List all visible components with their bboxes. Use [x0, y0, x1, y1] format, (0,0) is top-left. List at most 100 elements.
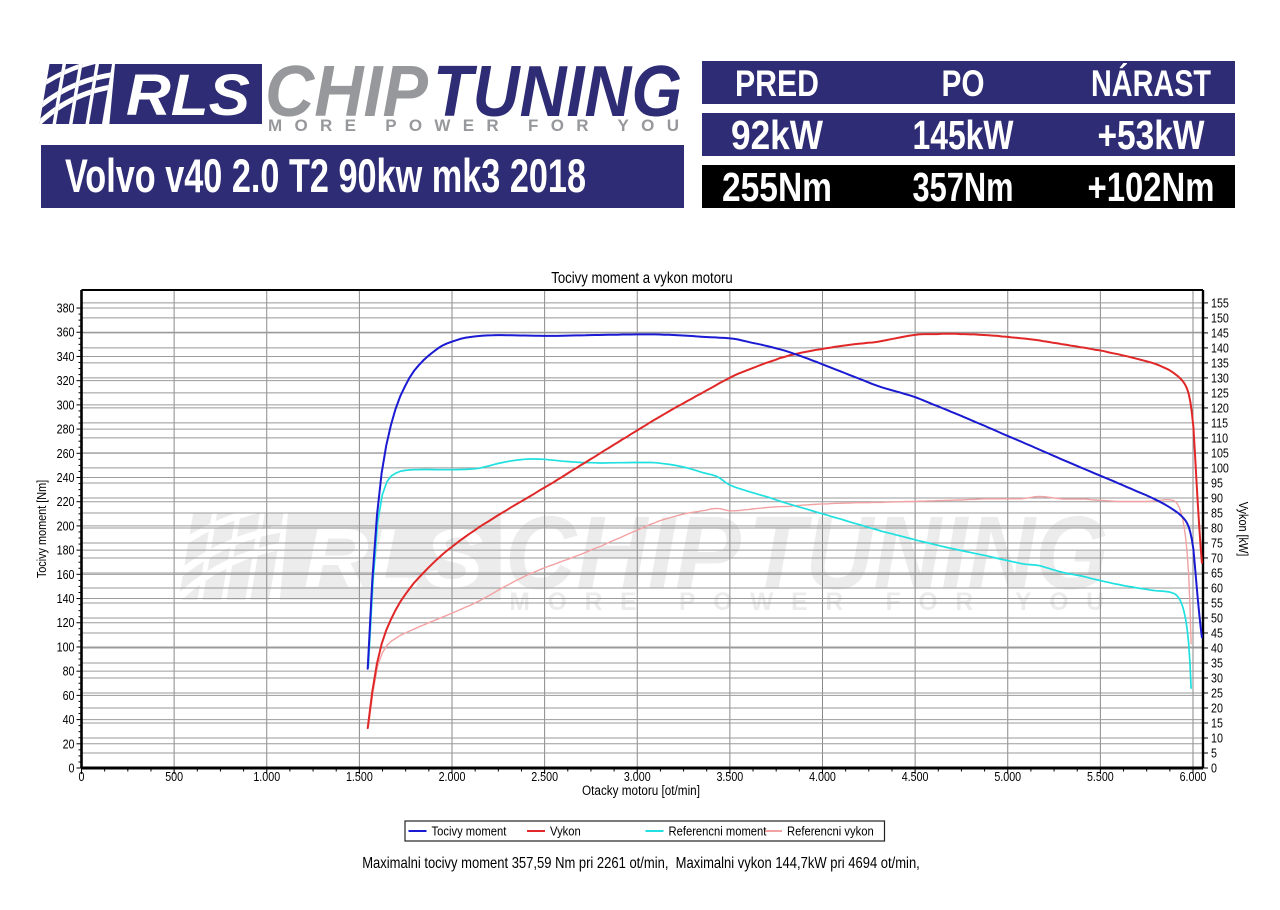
legend-label-2: Vykon [550, 824, 581, 839]
y-right-tick-label: 40 [1211, 642, 1223, 656]
y-left-tick-label: 140 [57, 592, 75, 606]
x-tick-label: 1.000 [253, 770, 280, 784]
y-right-tick-label: 85 [1211, 507, 1223, 521]
x-tick-label: 3.000 [624, 770, 651, 784]
y-right-tick-label: 35 [1211, 657, 1223, 671]
plot-border [80, 289, 1205, 770]
results-value-cell: 145kW [913, 113, 1014, 156]
y-left-tick-label: 260 [57, 447, 75, 461]
y-left-tick-label: 40 [63, 713, 75, 727]
y-right-tick-label: 65 [1211, 567, 1223, 581]
legend-label-4: Referencni vykon [787, 824, 874, 839]
y-right-tick-label: 30 [1211, 672, 1223, 686]
y-left-tick-label: 100 [57, 641, 75, 655]
y-left-tick-label: 20 [63, 738, 75, 752]
y-right-tick-label: 130 [1211, 372, 1229, 386]
x-tick-label: 0 [79, 770, 85, 784]
x-tick-label: 2.000 [439, 770, 466, 784]
y-right-tick-label: 20 [1211, 702, 1223, 716]
y-right-axis-label: Vykon [kW] [1236, 502, 1251, 557]
y-right-tick-label: 55 [1211, 597, 1223, 611]
results-row: 92kW 145kW +53kW [702, 112, 1235, 158]
x-tick-label: 3.500 [716, 770, 743, 784]
x-axis-label: Otacky motoru [ot/min] [582, 782, 700, 798]
y-right-tick-label: 115 [1211, 417, 1229, 431]
y-left-tick-label: 0 [69, 762, 75, 776]
vehicle-title: Volvo v40 2.0 T2 90kw mk3 2018 [65, 149, 586, 202]
y-right-tick-label: 60 [1211, 582, 1223, 596]
y-right-tick-label: 5 [1211, 747, 1217, 761]
curve-vykon [366, 332, 1203, 730]
y-right-tick-label: 110 [1211, 432, 1229, 446]
y-right-tick-label: 95 [1211, 477, 1223, 491]
results-header-cell: PRED [735, 63, 819, 104]
curve-referencni-vykon [367, 495, 1192, 729]
y-right-tick-label: 150 [1211, 312, 1229, 326]
curve-tocivy-moment [366, 333, 1203, 670]
y-left-tick-label: 280 [57, 423, 75, 437]
y-right-tick-label: 140 [1211, 342, 1229, 356]
legend-label-1: Tocivy moment [432, 824, 507, 839]
y-right-tick-label: 75 [1211, 537, 1223, 551]
y-right-tick-label: 25 [1211, 687, 1223, 701]
x-tick-label: 4.000 [809, 770, 836, 784]
y-right-tick-label: 0 [1211, 762, 1217, 776]
legend [404, 820, 886, 842]
results-value-cell: 357Nm [913, 165, 1014, 208]
chart-canvas: 0204060801001201401601802002202402602803… [34, 270, 1251, 905]
results-row: 255Nm 357Nm +102Nm [702, 164, 1235, 210]
watermark-logo [77, 495, 1108, 905]
y-left-tick-label: 360 [57, 326, 75, 340]
chart-footnote: Maximalni tocivy moment 357,59 Nm pri 22… [362, 855, 920, 872]
y-right-tick-label: 50 [1211, 612, 1223, 626]
y-right-tick-label: 135 [1211, 357, 1229, 371]
y-right-tick-label: 125 [1211, 387, 1229, 401]
dyno-chart: 0 20 40 60 80 100 120 140 160 180 200 220 240 260 280 3… [0, 240, 1280, 905]
y-left-tick-label: 340 [57, 350, 75, 364]
results-value-cell: 92kW [731, 113, 823, 156]
y-left-tick-label: 160 [57, 568, 75, 582]
legend-box [404, 820, 886, 842]
y-left-tick-label: 200 [57, 520, 75, 534]
x-tick-label: 1.500 [346, 770, 373, 784]
y-right-tick-label: 45 [1211, 627, 1223, 641]
y-left-tick-label: 320 [57, 374, 75, 388]
y-right-tick-label: 10 [1211, 732, 1223, 746]
y-left-tick-label: 180 [57, 544, 75, 558]
x-tick-label: 2.500 [531, 770, 558, 784]
results-value-cell: +53kW [1098, 113, 1205, 156]
results-table: PRED PO NÁRAST 92kW 145kW +53kW 255Nm 357Nm +102… [702, 61, 1235, 210]
rls-chiptuning-logo [38, 64, 684, 132]
y-left-tick-label: 220 [57, 495, 75, 509]
x-tick-label: 4.500 [902, 770, 929, 784]
curve-referencni-moment [367, 458, 1192, 689]
y-left-tick-label: 240 [57, 471, 75, 485]
vehicle-title-bar: Volvo v40 2.0 T2 90kw mk3 2018 [41, 145, 684, 208]
results-header-cell: NÁRAST [1091, 63, 1211, 104]
y-right-tick-label: 145 [1211, 327, 1229, 341]
y-left-tick-label: 80 [63, 665, 75, 679]
y-right-tick-label: 70 [1211, 552, 1223, 566]
y-left-axis-label: Tocivy moment [Nm] [34, 480, 49, 578]
y-left-tick-label: 300 [57, 399, 75, 413]
y-left-tick-label: 380 [57, 302, 75, 316]
results-value-cell: +102Nm [1088, 165, 1215, 208]
results-header-cell: PO [942, 63, 985, 104]
y-right-tick-label: 155 [1211, 297, 1229, 311]
y-left-tick-label: 120 [57, 616, 75, 630]
x-tick-label: 500 [165, 770, 183, 784]
results-header-row: PRED PO NÁRAST [702, 61, 1235, 104]
x-tick-label: 6.000 [1180, 770, 1207, 784]
legend-label-3: Referencni moment [669, 824, 767, 839]
y-right-tick-label: 100 [1211, 462, 1229, 476]
results-value-cell: 255Nm [722, 165, 832, 208]
y-right-tick-label: 15 [1211, 717, 1223, 731]
y-right-tick-label: 90 [1211, 492, 1223, 506]
x-tick-label: 5.500 [1087, 770, 1114, 784]
y-right-tick-label: 120 [1211, 402, 1229, 416]
y-left-tick-label: 60 [63, 689, 75, 703]
y-right-tick-label: 80 [1211, 522, 1223, 536]
x-tick-label: 5.000 [994, 770, 1021, 784]
header-logo-instance [38, 64, 682, 132]
